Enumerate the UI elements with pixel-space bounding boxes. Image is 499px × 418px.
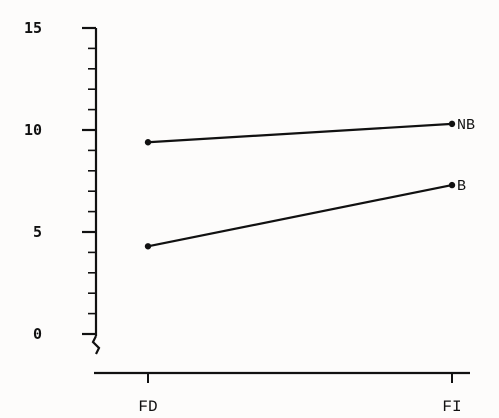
y-tick-label: 15 (24, 19, 42, 37)
axes: 0 5 10 15 FD FI (24, 19, 470, 416)
y-tick-label: 5 (33, 223, 42, 241)
data-point (448, 120, 456, 128)
series-label: B (457, 178, 466, 195)
x-tick-label: FI (442, 398, 461, 416)
chart-labels: NB B (457, 117, 475, 195)
series-line (147, 184, 453, 248)
y-tick-label: 10 (24, 121, 42, 139)
series-label: NB (457, 117, 475, 134)
y-tick-label: 0 (33, 325, 42, 343)
series-line (147, 122, 453, 144)
series-marks (144, 120, 456, 250)
y-axis-line (91, 28, 101, 355)
data-point (144, 139, 152, 146)
x-tick-label: FD (138, 398, 157, 416)
data-point (448, 181, 456, 189)
data-point (144, 243, 152, 250)
